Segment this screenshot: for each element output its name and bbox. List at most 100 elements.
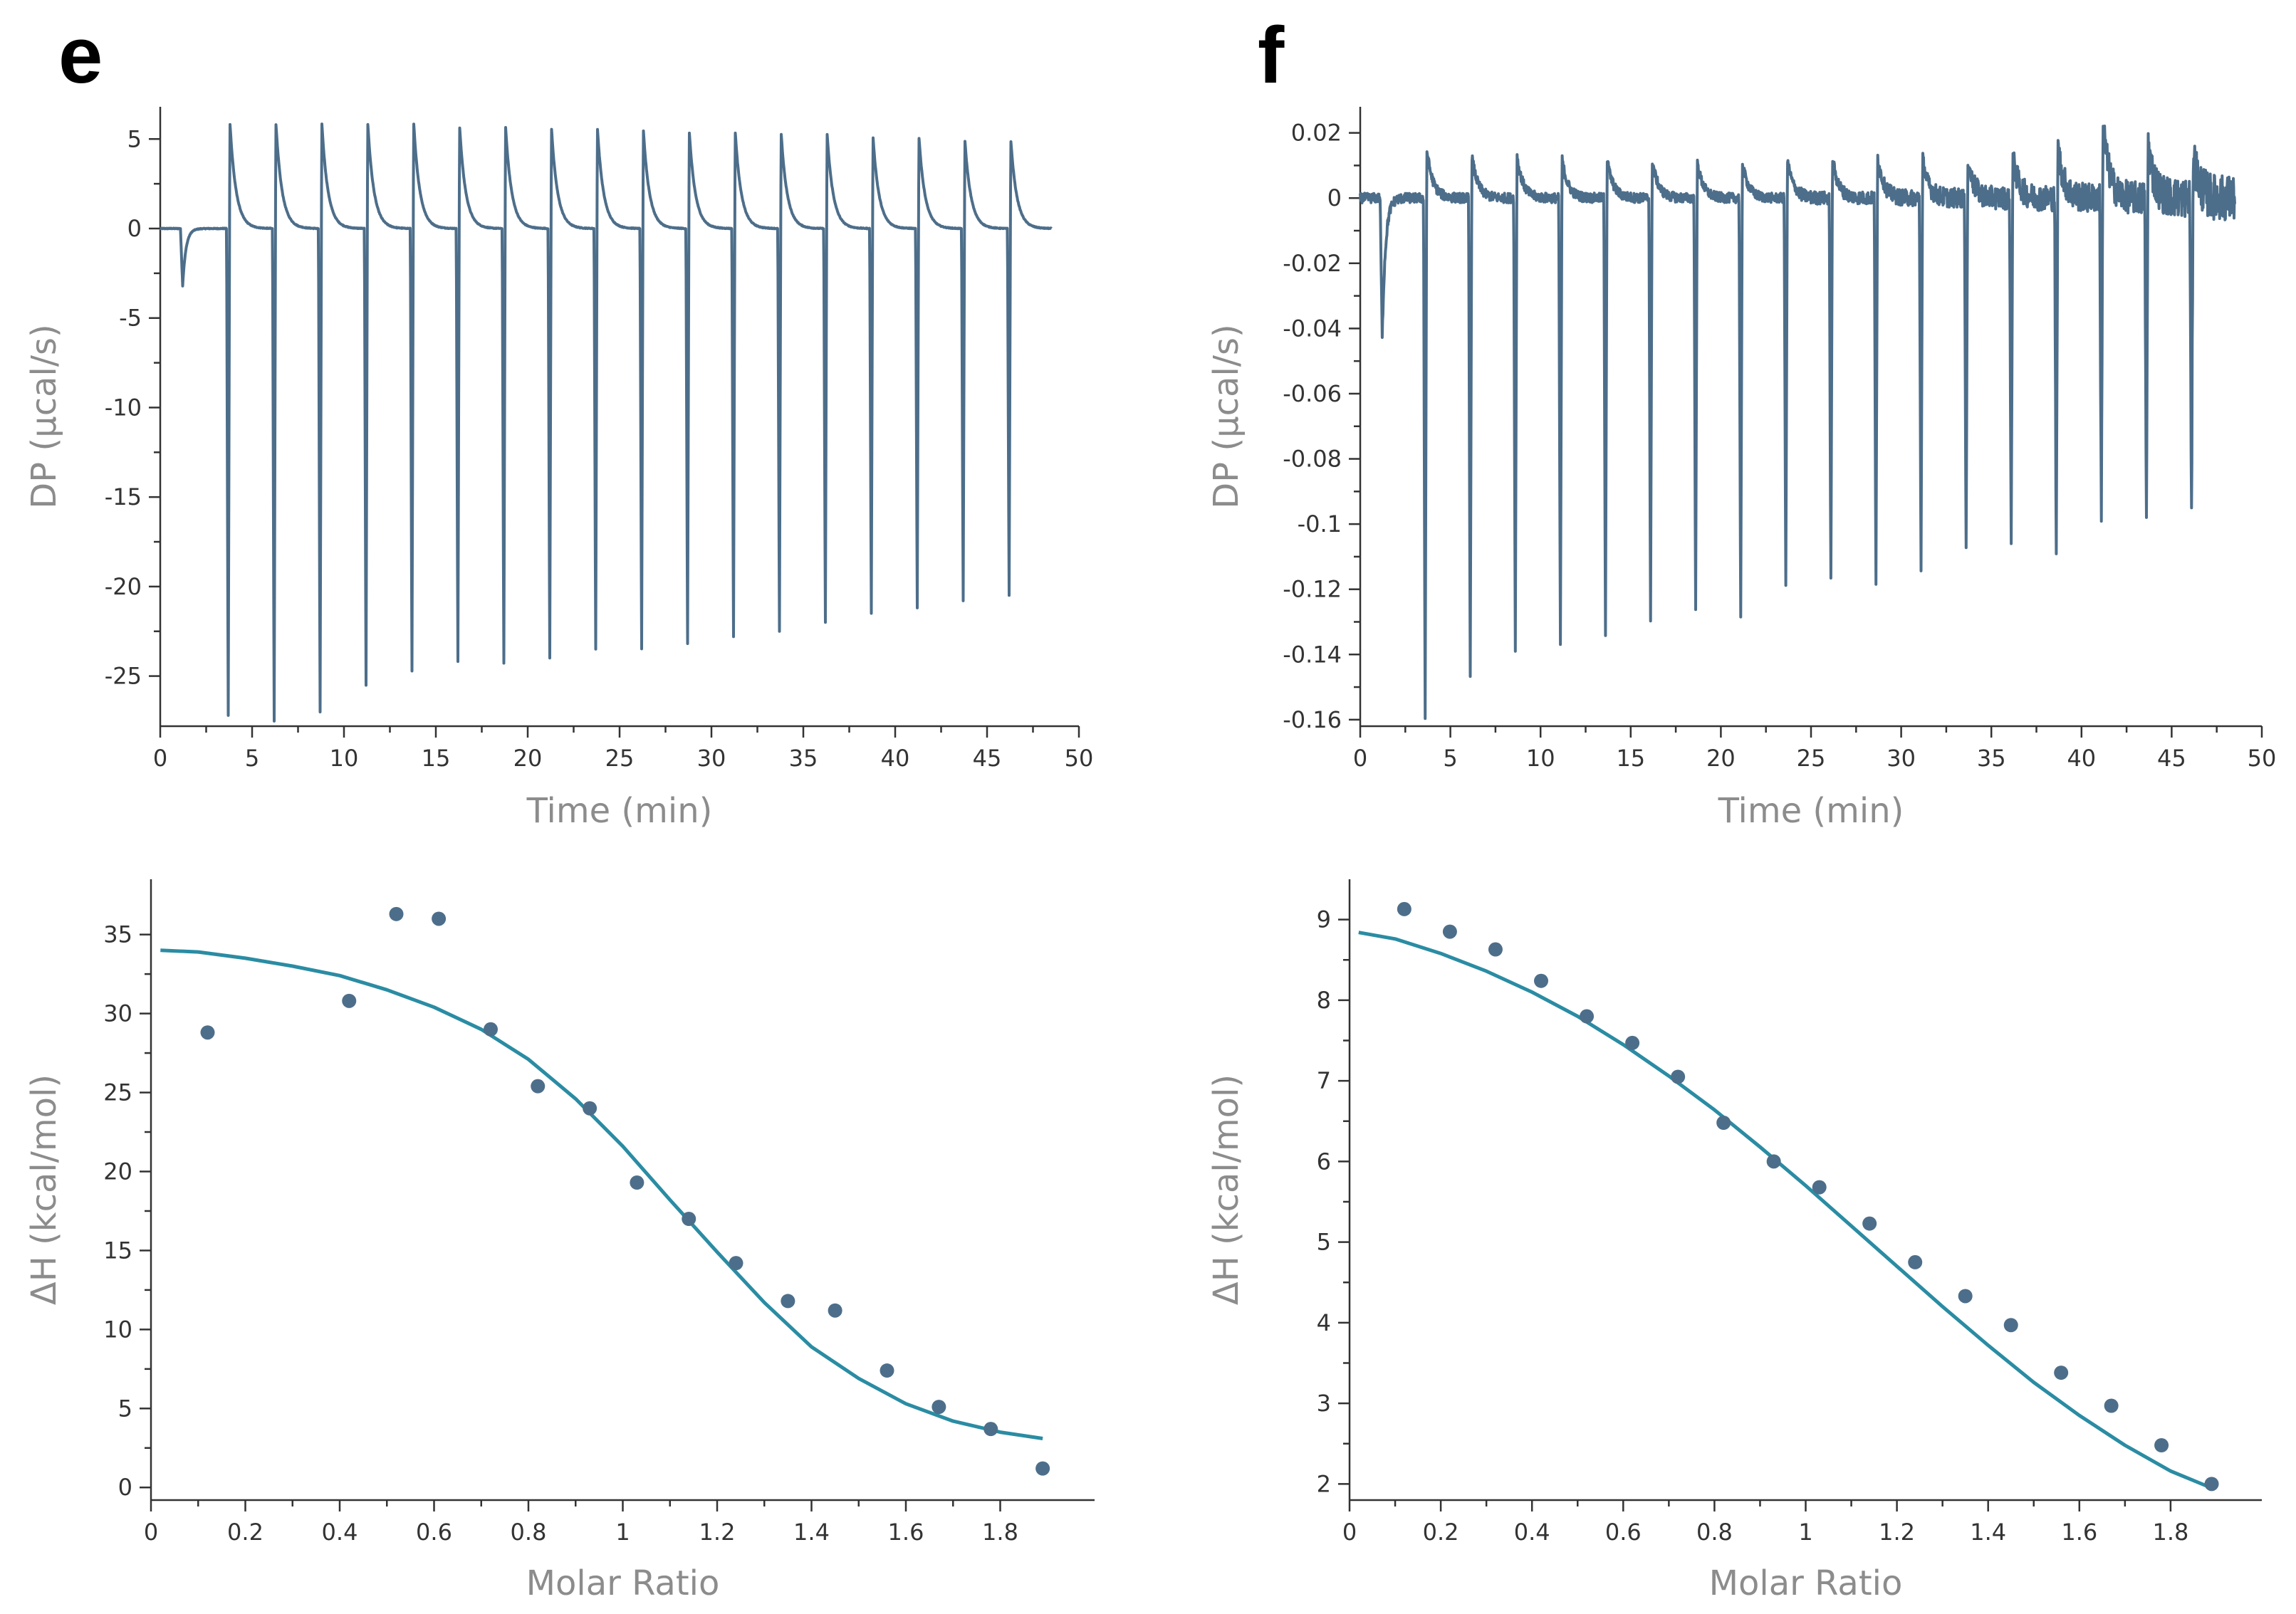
y-tick-label: -0.1 (1298, 510, 1342, 538)
data-point (2054, 1366, 2069, 1380)
data-point (1488, 942, 1503, 957)
data-point (1397, 901, 1411, 916)
x-tick-label: 10 (330, 745, 359, 772)
y-tick-label: -0.12 (1283, 576, 1342, 603)
x-tick-label: 5 (245, 745, 259, 772)
x-tick-label: 0.2 (1423, 1519, 1459, 1546)
x-tick-label: 0.8 (511, 1519, 547, 1546)
y-tick-label: 5 (118, 1395, 132, 1422)
x-tick-label: 1.8 (2152, 1519, 2188, 1546)
data-point (1625, 1035, 1640, 1050)
x-tick-label: 35 (789, 745, 818, 772)
y-tick-label: 9 (1317, 906, 1331, 933)
x-tick-label: 0 (153, 745, 167, 772)
x-tick-label: 0 (144, 1519, 158, 1546)
y-tick-label: 8 (1317, 987, 1331, 1014)
y-tick-label: 5 (1317, 1229, 1331, 1256)
x-tick-label: 30 (1887, 745, 1916, 772)
data-point (828, 1303, 842, 1318)
chart-f-dp-vs-time: 0 5 10 15 20 25 30 35 40 45 50 0.02 0 -0.02 -0.04 -0.06… (1206, 107, 2276, 831)
x-tick-label: 0.4 (1514, 1519, 1550, 1546)
data-point (630, 1175, 645, 1190)
x-tick-label: 40 (2067, 745, 2096, 772)
x-tick-label: 1.2 (699, 1519, 736, 1546)
x-tick-label: 1 (615, 1519, 630, 1546)
data-point (1671, 1069, 1686, 1084)
y-tick-label: 2 (1317, 1470, 1331, 1497)
data-point (2104, 1398, 2119, 1413)
x-tick-label: 50 (2248, 745, 2277, 772)
data-point (1580, 1009, 1595, 1024)
x-tick-label: 0.4 (322, 1519, 358, 1546)
x-tick-label: 15 (1616, 745, 1645, 772)
x-tick-label: 1 (1798, 1519, 1812, 1546)
panel-label-f: f (1258, 11, 1285, 100)
data-point (1534, 973, 1549, 988)
x-tick-label: 0.6 (416, 1519, 452, 1546)
y-tick-label: -0.02 (1283, 250, 1342, 277)
data-point (342, 993, 357, 1008)
x-tick-label: 45 (2157, 745, 2186, 772)
data-point (781, 1294, 795, 1309)
y-tick-label: -25 (105, 663, 142, 690)
dp-trace-line (1359, 125, 2236, 720)
dp-trace-line (159, 122, 1053, 723)
data-point (2204, 1477, 2219, 1492)
x-tick-label: 0.8 (1696, 1519, 1733, 1546)
x-tick-label: 5 (1443, 745, 1457, 772)
panel-label-e: e (58, 11, 103, 100)
x-tick-label: 1.2 (1879, 1519, 1915, 1546)
y-tick-label: 7 (1317, 1067, 1331, 1094)
y-tick-label: 5 (127, 125, 142, 152)
data-point (1862, 1216, 1877, 1231)
y-axis-title: ΔH (kcal/mol) (24, 1074, 64, 1305)
x-tick-label: 45 (973, 745, 1002, 772)
y-tick-label: -20 (105, 573, 142, 600)
x-axis-title: Time (min) (1718, 791, 1904, 831)
data-point (1035, 1461, 1050, 1476)
x-tick-label: 1.6 (2061, 1519, 2097, 1546)
chart-e-dp-vs-time: 0 5 10 15 20 25 30 35 40 45 5050-5-10-15-20-25Time… (24, 107, 1093, 831)
data-point (1716, 1116, 1731, 1131)
x-tick-label: 50 (1065, 745, 1094, 772)
data-point (2154, 1437, 2169, 1452)
data-point (1442, 924, 1457, 939)
x-tick-label: 1.4 (793, 1519, 830, 1546)
y-tick-label: 3 (1317, 1390, 1331, 1417)
x-tick-label: 10 (1526, 745, 1555, 772)
chart-f-dh-vs-molar-ratio: 0 0.2 0.4 0.6 0.8 1 1.2 1.4 1.6 1.8 9 8 7 6 5 4 3 2 Molar … (1206, 879, 2262, 1603)
y-tick-label: 10 (103, 1316, 132, 1343)
data-point (531, 1079, 546, 1094)
data-point (1812, 1180, 1827, 1195)
y-tick-label: -0.14 (1283, 641, 1342, 668)
y-tick-label: -0.04 (1283, 315, 1342, 342)
y-tick-label: 0 (118, 1474, 132, 1501)
y-axis-title: DP (µcal/s) (24, 324, 64, 508)
x-tick-label: 0.2 (227, 1519, 263, 1546)
data-point (1766, 1154, 1781, 1169)
x-tick-label: 20 (513, 745, 543, 772)
y-tick-label: 0.02 (1291, 120, 1342, 147)
y-tick-label: -5 (119, 305, 142, 332)
x-tick-label: 25 (1797, 745, 1826, 772)
data-point (432, 911, 447, 926)
x-tick-label: 0 (1353, 745, 1367, 772)
y-tick-label: -0.06 (1283, 380, 1342, 407)
data-point (729, 1256, 743, 1271)
y-tick-label: -0.08 (1283, 446, 1342, 473)
x-axis-title: Time (min) (526, 791, 713, 831)
x-tick-label: 20 (1706, 745, 1736, 772)
x-tick-label: 0.6 (1605, 1519, 1642, 1546)
y-tick-label: -10 (105, 394, 142, 421)
fit-curve-line (160, 948, 1043, 1440)
y-tick-label: 6 (1317, 1148, 1331, 1175)
y-tick-label: 20 (103, 1158, 132, 1185)
y-tick-label: 4 (1317, 1309, 1331, 1336)
data-point (1908, 1254, 1923, 1269)
data-point (1958, 1289, 1973, 1304)
x-tick-label: 40 (881, 745, 910, 772)
y-tick-label: 30 (103, 1000, 132, 1027)
x-tick-label: 30 (697, 745, 726, 772)
y-tick-label: 15 (103, 1237, 132, 1264)
